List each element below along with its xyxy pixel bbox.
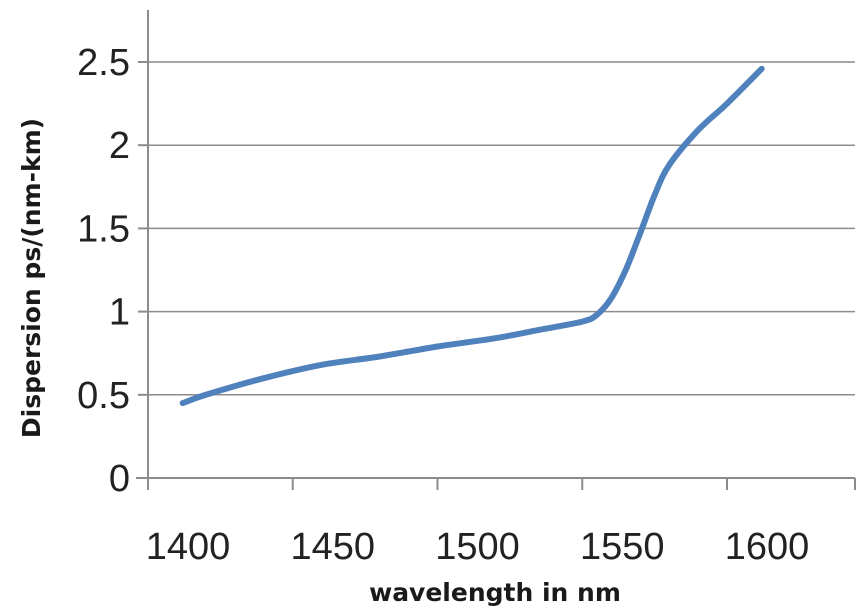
x-tick-label-4: 1600 <box>725 526 810 568</box>
y-tick-label-3: 1.5 <box>77 208 130 250</box>
x-tick-label-3: 1550 <box>580 526 665 568</box>
axes <box>136 10 855 479</box>
y-tick-label-4: 2 <box>109 125 130 167</box>
x-tick-label-1: 1450 <box>290 526 375 568</box>
y-tick-label-0: 0 <box>109 458 130 500</box>
tick-labels: 0 0.5 1 1.5 2 2.5 1400 1450 1500 1550 1600 <box>77 42 809 568</box>
tick-marks <box>138 61 856 490</box>
series-layer <box>179 65 765 407</box>
x-tick-label-0: 1400 <box>146 526 231 568</box>
y-axis-title: Dispersion ps/(nm-km) <box>17 118 46 438</box>
x-axis-title: wavelength in nm <box>369 578 621 607</box>
series-line-0 <box>179 65 765 407</box>
y-tick-label-2: 1 <box>109 292 130 334</box>
y-tick-label-1: 0.5 <box>77 375 130 417</box>
x-tick-label-2: 1500 <box>435 526 520 568</box>
y-tick-label-5: 2.5 <box>77 42 130 84</box>
gridlines <box>148 61 855 396</box>
